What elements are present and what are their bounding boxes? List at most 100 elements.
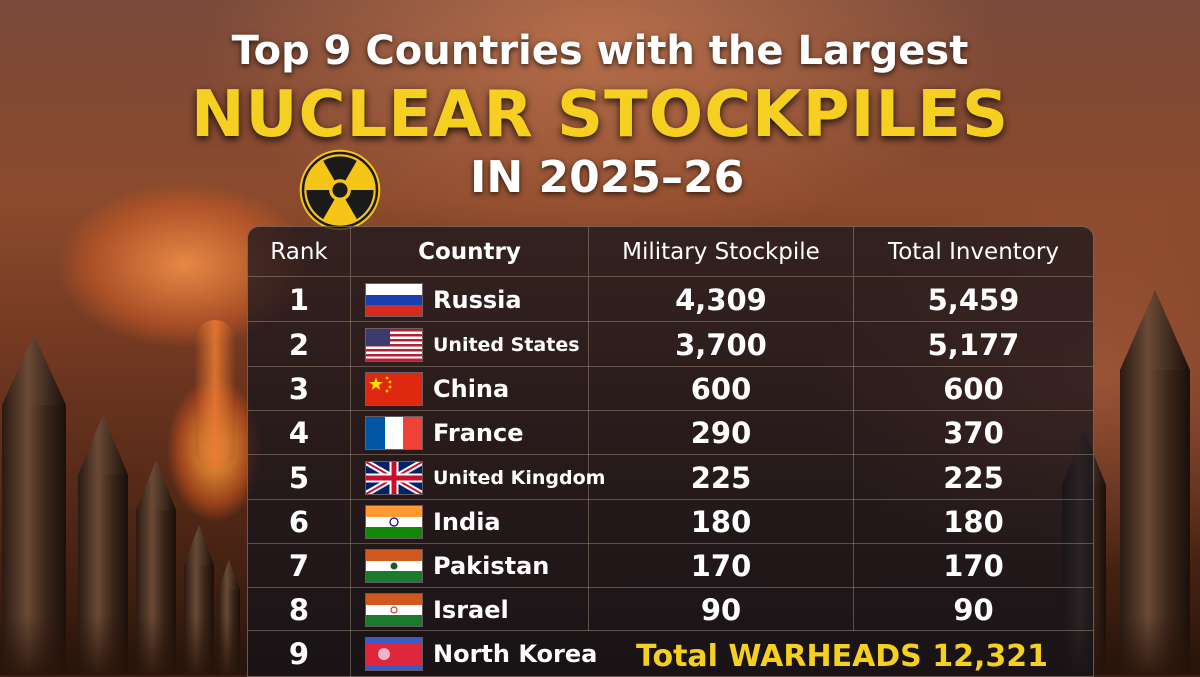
table-row: 1 Russia 4,309 5,459 — [248, 276, 1093, 322]
india-flag-icon — [365, 505, 423, 539]
rank-cell: 8 — [248, 588, 351, 631]
total-cell: 5,459 — [854, 277, 1093, 322]
military-value: 180 — [690, 505, 752, 539]
total-value: 90 — [953, 592, 994, 627]
mushroom-cloud-stem — [195, 320, 235, 470]
military-value: 290 — [690, 416, 752, 450]
rank-number: 1 — [288, 282, 310, 317]
rank-number: 7 — [288, 549, 310, 583]
military-value: 3,700 — [675, 327, 767, 362]
title-line-1: Top 9 Countries with the Largest — [231, 28, 969, 74]
rank-number: 8 — [288, 592, 310, 627]
china-flag-icon — [365, 372, 423, 406]
table-row: 4 France 290 370 — [248, 410, 1093, 455]
rank-number: 5 — [288, 460, 310, 495]
rank-cell: 1 — [248, 277, 351, 322]
uk-flag-icon — [365, 460, 423, 495]
military-cell: 4,309 — [589, 277, 854, 322]
country-name: China — [433, 375, 510, 403]
total-value: 600 — [943, 372, 1004, 406]
country-name: United Kingdom — [433, 466, 606, 489]
rank-cell: 9 — [248, 631, 351, 677]
total-warheads: Total WARHEADS 12,321 — [636, 639, 1049, 674]
rank-cell: 2 — [248, 322, 351, 367]
rank-number: 3 — [288, 372, 310, 406]
military-value: 170 — [690, 549, 752, 583]
country-name: Russia — [433, 285, 522, 314]
pakistan-flag-icon — [365, 549, 423, 583]
table-row: 2 United States 3,700 5,177 — [248, 321, 1093, 367]
military-cell: 290 — [589, 411, 854, 455]
rank-cell: 7 — [248, 544, 351, 588]
header-military: Military Stockpile — [622, 238, 820, 265]
table-row: 7 Pakistan 170 170 — [248, 543, 1093, 588]
rank-number: 9 — [288, 637, 310, 671]
military-value: 225 — [690, 460, 752, 495]
usa-flag-icon — [365, 327, 423, 362]
country-cell: North Korea — [351, 631, 597, 677]
total-value: 5,459 — [927, 282, 1020, 317]
total-cell: 180 — [854, 500, 1093, 544]
header-total: Total Inventory — [888, 238, 1059, 265]
header-cell-military: Military Stockpile — [589, 227, 854, 276]
radiation-icon — [299, 149, 381, 231]
military-value: 600 — [690, 372, 752, 406]
table-row: 8 Israel 90 90 — [248, 587, 1093, 631]
header-country: Country — [418, 238, 521, 265]
country-cell: China — [351, 367, 589, 411]
header-cell-total: Total Inventory — [854, 227, 1093, 276]
country-name: Israel — [433, 595, 509, 624]
rank-cell: 3 — [248, 367, 351, 411]
table-row: 3 China 600 600 — [248, 366, 1093, 411]
rank-number: 4 — [288, 416, 310, 450]
stockpile-table: Rank Country Military Stockpile Total In… — [247, 226, 1094, 677]
rank-number: 6 — [288, 505, 310, 539]
title-line-2: NUCLEAR STOCKPILES — [190, 78, 1010, 152]
total-value: 225 — [943, 460, 1004, 495]
rank-cell: 6 — [248, 500, 351, 544]
total-value: 180 — [943, 505, 1004, 539]
military-value: 4,309 — [675, 282, 767, 317]
military-cell: 90 — [589, 588, 854, 631]
table-header-row: Rank Country Military Stockpile Total In… — [248, 227, 1093, 276]
total-cell: 5,177 — [854, 322, 1093, 367]
north-korea-flag-icon — [365, 637, 423, 671]
total-cell: 90 — [854, 588, 1093, 631]
military-cell: 180 — [589, 500, 854, 544]
total-cell: 225 — [854, 455, 1093, 500]
russia-flag-icon — [365, 282, 423, 317]
israel-flag-icon — [365, 592, 423, 627]
country-name: North Korea — [433, 640, 598, 668]
total-cell: 370 — [854, 411, 1093, 455]
table-row: 5 United Kingdom 225 225 — [248, 454, 1093, 500]
country-name: Pakistan — [433, 552, 550, 580]
table-row: 6 India 180 180 — [248, 499, 1093, 544]
rank-cell: 5 — [248, 455, 351, 500]
country-cell: Pakistan — [351, 544, 589, 588]
total-value: 5,177 — [927, 327, 1020, 362]
country-name: France — [433, 419, 524, 447]
country-cell: Israel — [351, 588, 589, 631]
header-rank: Rank — [270, 238, 328, 265]
country-cell: France — [351, 411, 589, 455]
france-flag-icon — [365, 416, 423, 450]
country-cell: United States — [351, 322, 589, 367]
country-cell: Russia — [351, 277, 589, 322]
total-value: 170 — [943, 549, 1004, 583]
total-value: 370 — [943, 416, 1004, 450]
country-name: India — [433, 508, 501, 536]
military-cell: 225 — [589, 455, 854, 500]
country-cell: India — [351, 500, 589, 544]
rank-number: 2 — [288, 327, 310, 362]
header-cell-country: Country — [351, 227, 589, 276]
military-value: 90 — [700, 592, 742, 627]
military-cell: 170 — [589, 544, 854, 588]
military-cell: 600 — [589, 367, 854, 411]
total-cell: 170 — [854, 544, 1093, 588]
rank-cell: 4 — [248, 411, 351, 455]
military-cell: 3,700 — [589, 322, 854, 367]
title-line-3: IN 2025–26 — [470, 152, 745, 203]
country-name: United States — [433, 333, 580, 356]
header-cell-rank: Rank — [248, 227, 351, 276]
total-cell: 600 — [854, 367, 1093, 411]
